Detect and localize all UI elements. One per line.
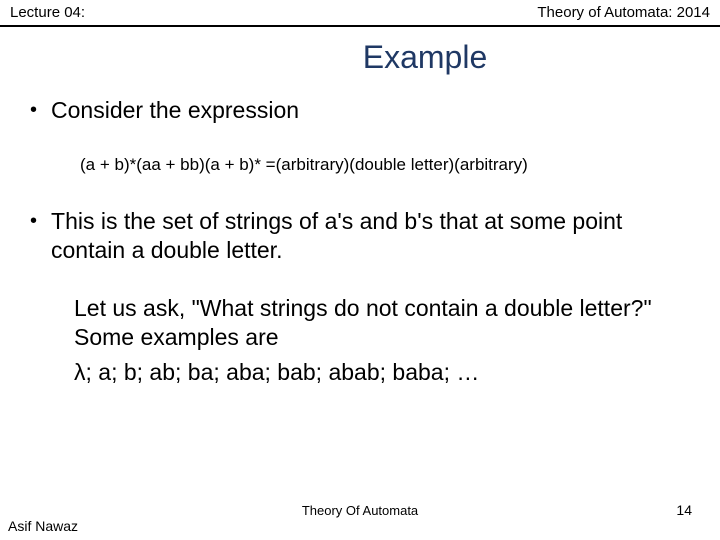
bullet-point-2: • This is the set of strings of a's and … — [30, 207, 690, 265]
bullet-marker: • — [30, 207, 37, 235]
bullet-marker: • — [30, 96, 37, 124]
lecture-label: Lecture 04: — [10, 4, 85, 21]
slide-title: Example — [0, 39, 720, 76]
examples-text: λ; a; b; ab; ba; aba; bab; abab; baba; … — [74, 358, 690, 387]
bullet-text-2: This is the set of strings of a's and b'… — [51, 207, 690, 265]
question-text: Let us ask, "What strings do not contain… — [74, 294, 690, 352]
slide-content: • Consider the expression (a + b)*(aa + … — [0, 96, 720, 387]
slide-header: Lecture 04: Theory of Automata: 2014 — [0, 0, 720, 27]
page-number: 14 — [676, 502, 692, 518]
bullet-point-1: • Consider the expression — [30, 96, 690, 125]
footer-title: Theory Of Automata — [302, 503, 418, 518]
course-label: Theory of Automata: 2014 — [537, 4, 710, 21]
regex-expression: (a + b)*(aa + bb)(a + b)* =(arbitrary)(d… — [80, 155, 690, 175]
author-name: Asif Nawaz — [8, 518, 78, 534]
bullet-text-1: Consider the expression — [51, 96, 690, 125]
